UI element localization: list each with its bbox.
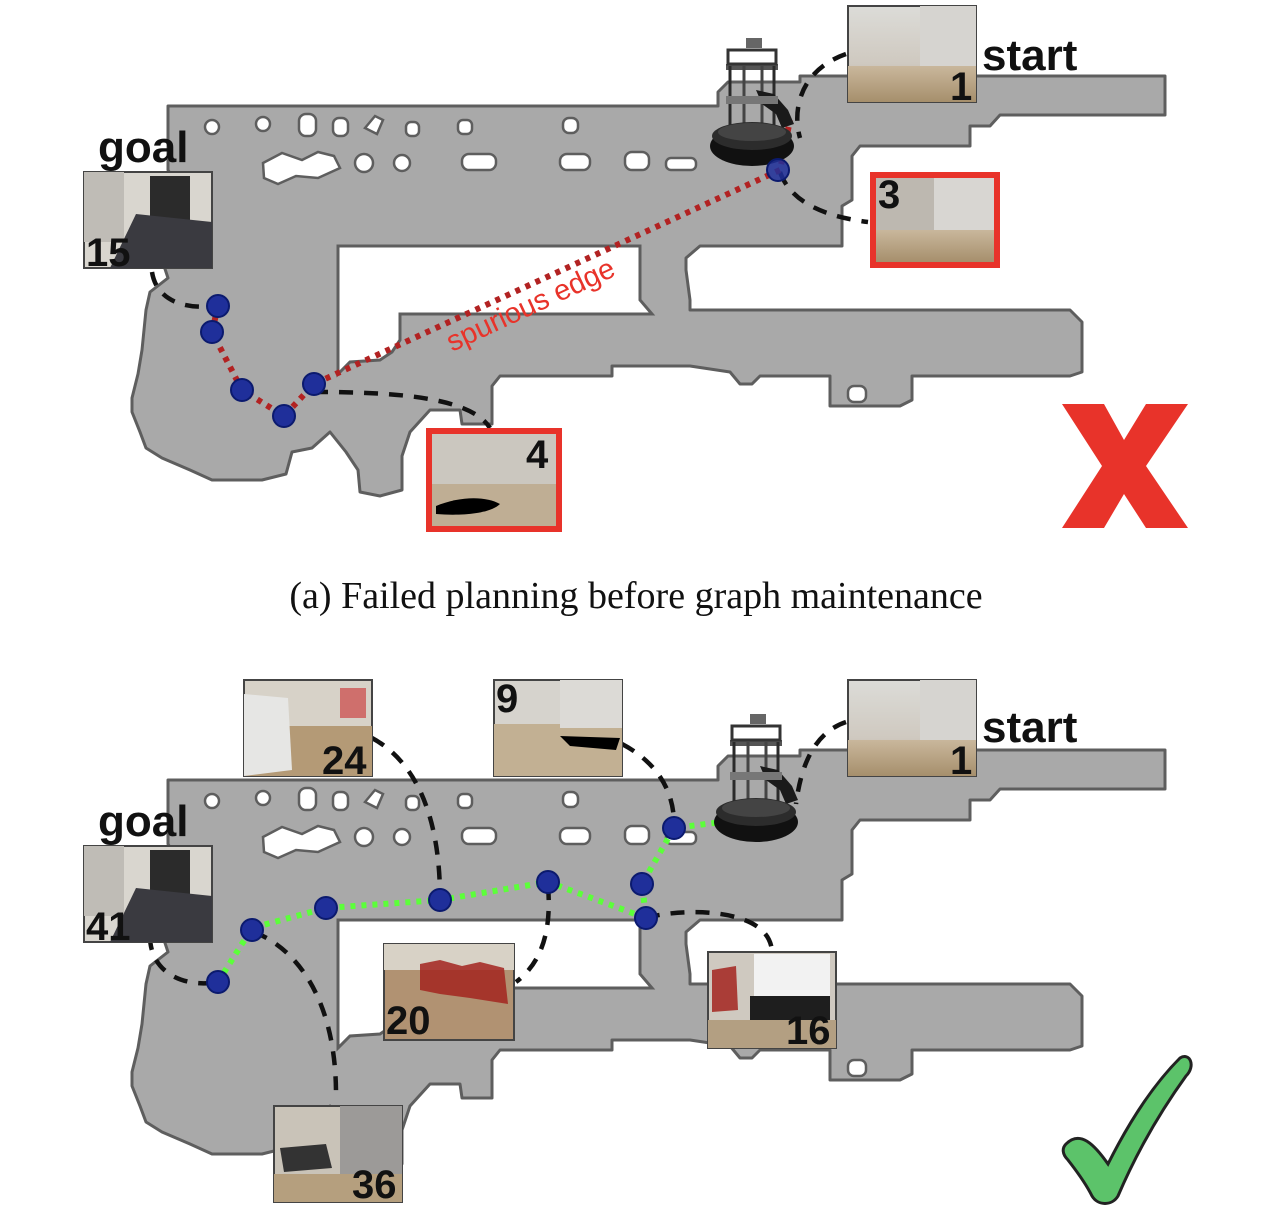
frame-id: 16 <box>786 1009 831 1053</box>
frame-15: 15 <box>83 171 213 275</box>
frame-1-b: 1 <box>847 679 977 783</box>
link-frame-1-b <box>793 719 847 805</box>
link-frame-9 <box>620 742 677 825</box>
green-check-icon <box>1061 1055 1193 1205</box>
frame-16: 16 <box>707 951 837 1053</box>
graph-node <box>206 294 230 318</box>
graph-node <box>630 872 654 896</box>
link-frame-4 <box>313 389 492 430</box>
frame-id: 36 <box>352 1163 397 1207</box>
frame-id: 1 <box>950 739 972 783</box>
graph-node <box>634 906 658 930</box>
goal-label: goal <box>98 797 188 846</box>
graph-node <box>302 372 326 396</box>
graph-node <box>536 870 560 894</box>
frame-4: 4 <box>426 428 562 532</box>
frame-41: 41 <box>83 845 213 949</box>
goal-label: goal <box>98 123 188 172</box>
link-frame-15 <box>149 271 217 309</box>
graph-node <box>428 888 452 912</box>
graph-node <box>230 378 254 402</box>
graph-node <box>240 918 264 942</box>
frame-id: 3 <box>878 173 900 217</box>
frame-id: 15 <box>86 231 131 275</box>
frame-20: 20 <box>383 943 515 1043</box>
frame-id: 1 <box>950 65 972 109</box>
panel-a: spurious edge 1 start 3 4 <box>83 5 1188 617</box>
frame-id: 41 <box>86 905 131 949</box>
frame-id: 9 <box>496 677 518 721</box>
frame-id: 24 <box>322 739 367 783</box>
frame-36: 36 <box>273 1105 403 1207</box>
graph-node <box>766 158 790 182</box>
panel-b: 1 start 24 9 20 <box>83 677 1193 1207</box>
graph-node <box>314 896 338 920</box>
frame-id: 4 <box>526 433 549 477</box>
link-frame-1-a <box>795 51 847 139</box>
link-frame-20 <box>514 885 551 984</box>
graph-node <box>662 816 686 840</box>
caption-a: (a) Failed planning before graph mainten… <box>289 575 982 617</box>
red-x-icon <box>1062 404 1188 528</box>
frame-9: 9 <box>493 677 623 777</box>
frame-id: 20 <box>386 999 431 1043</box>
floor-map-a <box>130 74 1167 498</box>
graph-node <box>206 970 230 994</box>
frame-1-a: 1 <box>847 5 977 109</box>
link-frame-24 <box>370 736 443 899</box>
link-frame-36 <box>253 929 339 1095</box>
start-label: start <box>982 703 1078 752</box>
link-frame-16 <box>645 909 775 953</box>
start-label: start <box>982 31 1078 80</box>
graph-node <box>200 320 224 344</box>
frame-3: 3 <box>870 172 1000 268</box>
frame-24: 24 <box>243 679 373 783</box>
link-frame-3 <box>777 171 869 225</box>
graph-node <box>272 404 296 428</box>
